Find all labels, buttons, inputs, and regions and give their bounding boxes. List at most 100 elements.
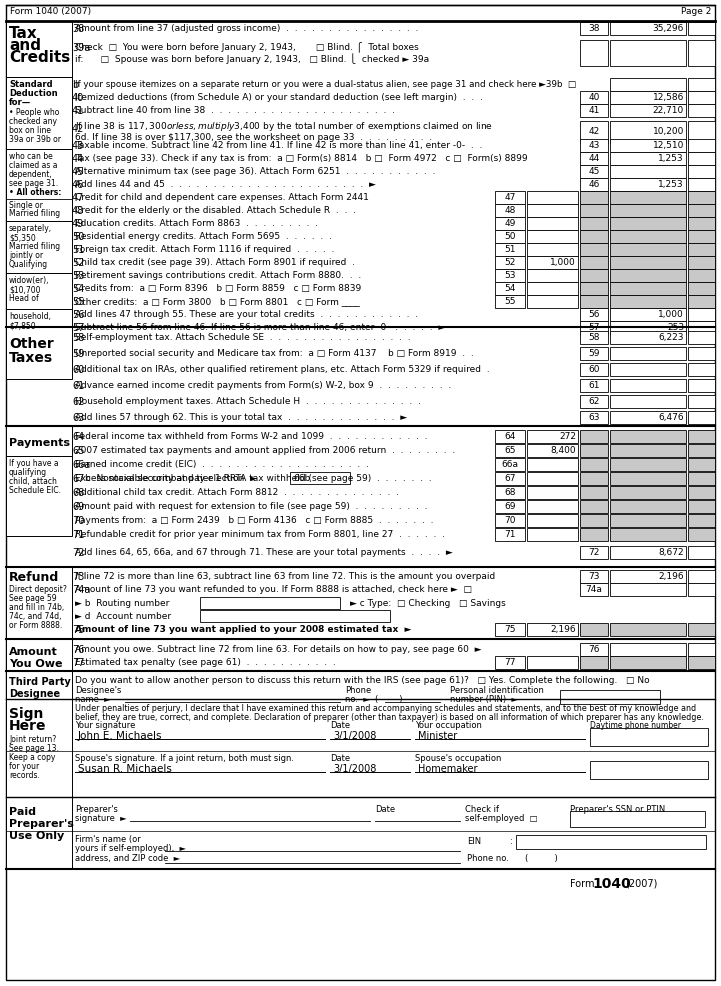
Text: Do you want to allow another person to discuss this return with the IRS (see pag: Do you want to allow another person to d… [75, 675, 650, 685]
Text: Qualifying: Qualifying [9, 260, 48, 269]
Text: Page 2: Page 2 [681, 8, 711, 17]
Text: self-employed  □: self-employed □ [465, 813, 537, 822]
Text: Earned income credit (EIC)  .  .  .  .  .  .  .  .  .  .  .  .  .  .  .  .  .  .: Earned income credit (EIC) . . . . . . .… [75, 460, 369, 469]
Text: b  Nontaxable combat pay election  ►: b Nontaxable combat pay election ► [85, 474, 257, 483]
Bar [495, 283, 525, 296]
Bar [610, 331, 686, 345]
Text: 12,510: 12,510 [653, 141, 684, 150]
Text: 42: 42 [588, 127, 600, 136]
Bar [610, 528, 686, 541]
Bar [527, 244, 578, 256]
Text: $5,350: $5,350 [9, 234, 36, 243]
Bar [580, 395, 608, 408]
Bar [610, 445, 686, 458]
Bar [6, 274, 72, 310]
Text: 59: 59 [72, 349, 84, 359]
Bar [495, 205, 525, 218]
Text: 41: 41 [588, 106, 600, 115]
Text: 75: 75 [504, 625, 516, 634]
Bar [688, 153, 715, 166]
Bar [580, 472, 608, 485]
Bar [610, 623, 686, 636]
Bar [610, 122, 686, 144]
Text: 57: 57 [588, 323, 600, 332]
Text: Designee's: Designee's [75, 686, 121, 695]
Bar [580, 192, 608, 205]
Bar [200, 610, 390, 622]
Bar [495, 528, 525, 541]
Text: Self-employment tax. Attach Schedule SE  .  .  .  .  .  .  .  .  .  .  .  .  .  : Self-employment tax. Attach Schedule SE … [75, 333, 411, 342]
Text: 53: 53 [504, 271, 516, 280]
Text: 50: 50 [504, 233, 516, 242]
Text: Spouse's occupation: Spouse's occupation [415, 753, 501, 763]
Text: (          ): ( ) [525, 854, 558, 863]
Text: 63: 63 [588, 413, 600, 422]
Bar [580, 231, 608, 244]
Text: Paid: Paid [9, 807, 36, 816]
Bar [688, 105, 715, 118]
Bar [580, 283, 608, 296]
Text: Deduction: Deduction [9, 90, 58, 99]
Text: Taxes: Taxes [9, 351, 53, 365]
Text: 44: 44 [72, 154, 84, 164]
Bar [610, 546, 686, 559]
Text: 51: 51 [72, 245, 84, 254]
Text: 71: 71 [504, 529, 516, 539]
Text: 65: 65 [504, 446, 516, 455]
Text: Refund: Refund [9, 571, 59, 584]
Bar [580, 140, 608, 153]
Bar [610, 231, 686, 244]
Text: Homemaker: Homemaker [418, 763, 477, 773]
Text: 12,586: 12,586 [653, 94, 684, 103]
Bar [580, 331, 608, 345]
Text: Payments: Payments [9, 438, 70, 448]
Text: no.  ►  (        ): no. ► ( ) [345, 695, 402, 704]
Bar [6, 427, 72, 457]
Bar [610, 140, 686, 153]
Bar [610, 431, 686, 444]
Bar [6, 78, 72, 150]
Text: 65: 65 [72, 446, 84, 456]
Bar [688, 431, 715, 444]
Bar [495, 657, 525, 669]
Bar [688, 657, 715, 669]
Bar [527, 623, 578, 636]
Text: 69: 69 [72, 502, 84, 512]
Text: Check  □  You were born before January 2, 1943,       □ Blind. ⎧  Total boxes: Check □ You were born before January 2, … [75, 41, 419, 52]
Text: Federal income tax withheld from Forms W-2 and 1099  .  .  .  .  .  .  .  .  .  : Federal income tax withheld from Forms W… [75, 432, 428, 441]
Text: 66a: 66a [72, 459, 90, 469]
Bar [580, 218, 608, 231]
Text: See page 13.: See page 13. [9, 743, 59, 752]
Bar [688, 140, 715, 153]
Text: Daytime phone number: Daytime phone number [590, 721, 681, 730]
Bar [610, 256, 686, 270]
Bar [610, 364, 686, 377]
Text: records.: records. [9, 771, 40, 780]
Text: Foreign tax credit. Attach Form 1116 if required  .  .  .  .  .: Foreign tax credit. Attach Form 1116 if … [75, 246, 335, 254]
Bar [527, 283, 578, 296]
Text: Phone no.: Phone no. [467, 854, 509, 863]
Text: 75: 75 [72, 624, 84, 634]
Text: 49: 49 [72, 219, 84, 229]
Bar [610, 584, 686, 597]
Text: Tax (see page 33). Check if any tax is from:  a □ Form(s) 8814   b □  Form 4972 : Tax (see page 33). Check if any tax is f… [75, 155, 528, 164]
Text: If your spouse itemizes on a separate return or you were a dual-status alien, se: If your spouse itemizes on a separate re… [75, 81, 576, 90]
Text: Susan R. Michaels: Susan R. Michaels [78, 763, 172, 773]
Text: 41: 41 [72, 106, 84, 116]
Bar [688, 79, 715, 92]
Text: Add lines 64, 65, 66a, and 67 through 71. These are your total payments  .  .  .: Add lines 64, 65, 66a, and 67 through 71… [75, 548, 453, 557]
Text: 56: 56 [72, 310, 84, 319]
Bar [610, 458, 686, 471]
Text: Direct deposit?: Direct deposit? [9, 585, 67, 594]
Bar [560, 690, 660, 704]
Bar [610, 309, 686, 321]
Text: 74a: 74a [585, 585, 603, 594]
Bar [6, 327, 72, 380]
Bar [527, 472, 578, 485]
Bar [688, 231, 715, 244]
Bar [527, 270, 578, 283]
Bar [688, 178, 715, 192]
Bar [580, 431, 608, 444]
Bar [527, 431, 578, 444]
Bar [610, 515, 686, 528]
